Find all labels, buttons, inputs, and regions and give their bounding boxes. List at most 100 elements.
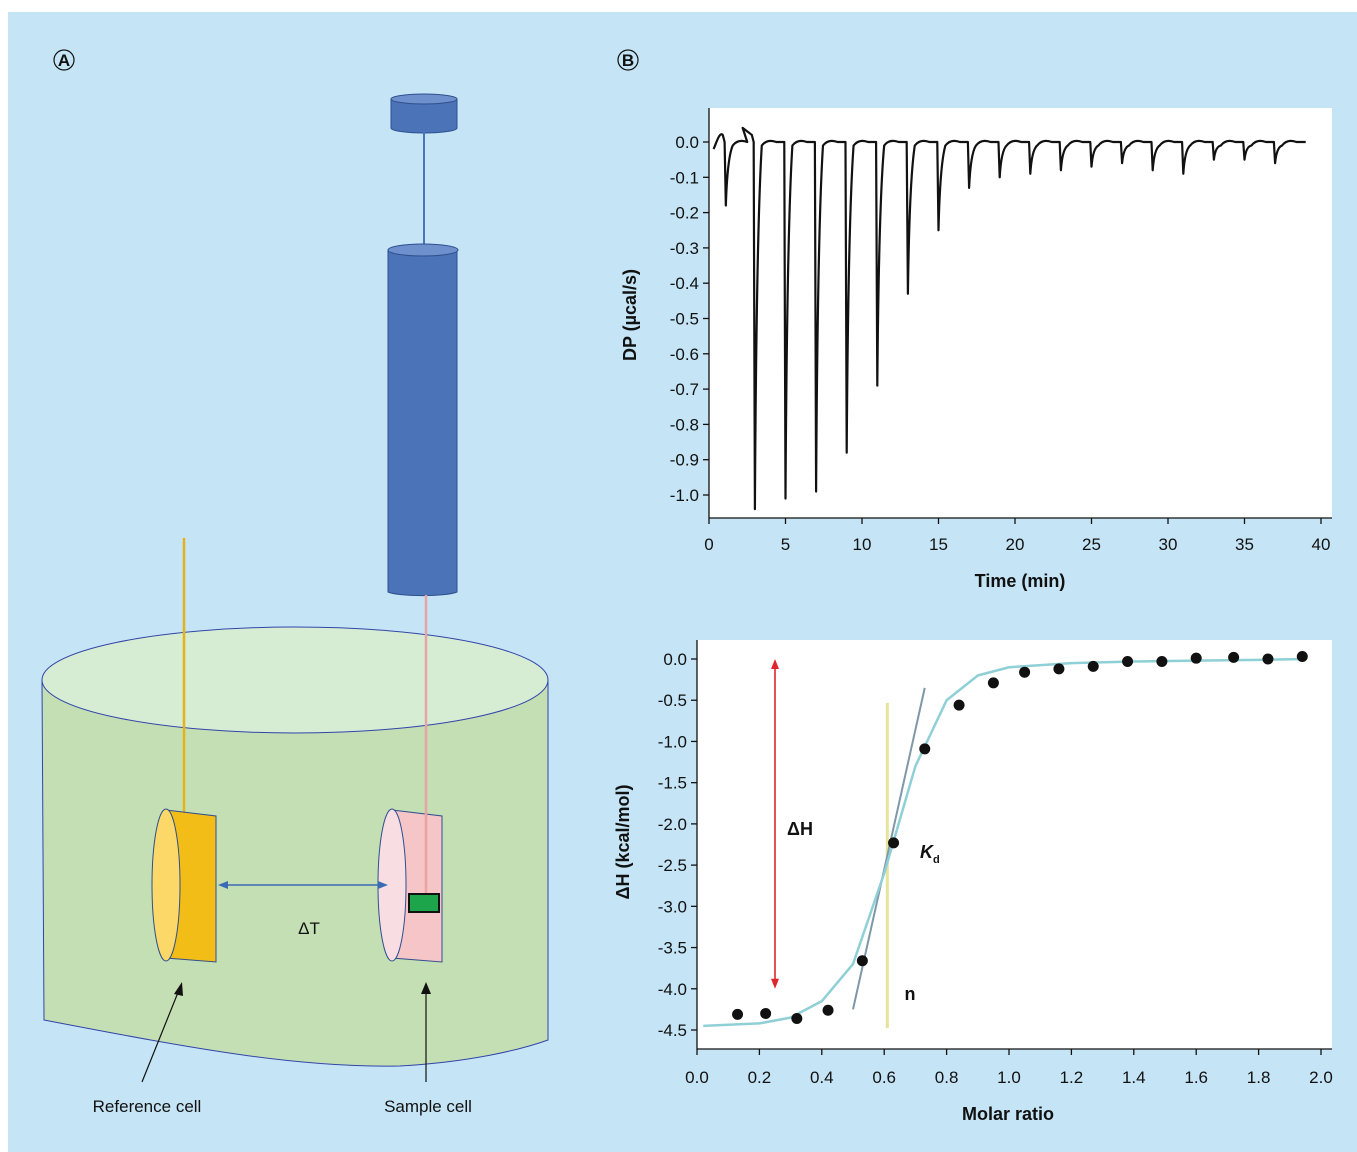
isotherm-fit — [703, 657, 1306, 1028]
isotherm-x-tick-label: 0.8 — [935, 1068, 959, 1087]
isotherm-x-tick-label: 1.0 — [997, 1068, 1021, 1087]
kd-subscript: d — [933, 854, 940, 866]
isotherm-data-point — [1296, 651, 1308, 663]
sample-cell-stirrer — [408, 893, 440, 913]
thermogram-y-tick-label: -0.2 — [670, 204, 699, 223]
thermogram-axes: 0 5 10 15 20 25 30 35 40 0.0 -0.1 -0.2 -0.3 -0.4 -0.5 -… — [670, 108, 1332, 554]
syringe-barrel — [387, 249, 458, 597]
panel-a-badge — [53, 49, 75, 71]
isotherm-y-tick-label: -4.5 — [658, 1021, 687, 1040]
thermogram-y-tick-label: -0.6 — [670, 345, 699, 364]
isotherm-data-point — [822, 1004, 834, 1016]
isotherm-data-point — [987, 677, 999, 689]
panel-b-label: B — [622, 51, 634, 70]
isotherm-y-tick-label: -4.0 — [658, 980, 687, 999]
isotherm-axes: 0.0 0.2 0.4 0.6 0.8 1.0 1.2 1.4 1.6 1.8 2.0 0.0 -0.5… — [658, 640, 1333, 1087]
isotherm-data-point — [1087, 660, 1099, 672]
isotherm-x-tick-label: 2.0 — [1309, 1068, 1333, 1087]
thermogram-x-tick-label: 5 — [781, 535, 790, 554]
thermogram-y-tick-label: -0.3 — [670, 239, 699, 258]
thermogram-x-tick-label: 20 — [1006, 535, 1025, 554]
syringe — [387, 93, 459, 597]
thermogram-x-tick-label: 15 — [929, 535, 948, 554]
reference-cell-face — [151, 808, 181, 962]
isotherm-fit-line — [703, 657, 1306, 1028]
thermogram-plot-area — [709, 108, 1332, 518]
isotherm-y-label: ΔH (kcal/mol) — [613, 785, 633, 900]
kd-annotation: Kd — [920, 842, 940, 866]
thermogram-chart: 0 5 10 15 20 25 30 35 40 0.0 -0.1 -0.2 -0.3 -0.4 -0.5 -… — [620, 108, 1332, 591]
isotherm-x-tick-label: 0.4 — [810, 1068, 834, 1087]
isotherm-y-tick-label: -1.5 — [658, 774, 687, 793]
isotherm-data-point — [1190, 652, 1202, 664]
isotherm-y-tick-label: -3.0 — [658, 897, 687, 916]
thermogram-y-tick-label: -1.0 — [670, 486, 699, 505]
thermogram-y-tick-label: -0.5 — [670, 310, 699, 329]
isotherm-y-tick-label: -1.0 — [658, 732, 687, 751]
thermogram-x-tick-label: 40 — [1312, 535, 1331, 554]
sample-cell-label: Sample cell — [384, 1097, 472, 1116]
isotherm-x-label: Molar ratio — [962, 1104, 1054, 1124]
reference-cell-pointer — [141, 982, 183, 1083]
thermogram-x-label: Time (min) — [975, 571, 1066, 591]
thermogram-x-tick-label: 10 — [853, 535, 872, 554]
isotherm-data-point — [1122, 655, 1134, 667]
jacket-top — [41, 626, 549, 734]
thermogram-x-tick-label: 25 — [1082, 535, 1101, 554]
isotherm-data-point — [732, 1008, 744, 1020]
thermogram-x-tick-label: 30 — [1159, 535, 1178, 554]
isotherm-data-point — [953, 699, 965, 711]
thermogram-y-tick-label: -0.7 — [670, 380, 699, 399]
panel-a-label: A — [58, 51, 70, 70]
delta-t-label: ΔT — [298, 919, 320, 938]
syringe-plunger-top — [390, 93, 458, 105]
isotherm-y-tick-label: 0.0 — [663, 650, 687, 669]
isotherm-y-tick-label: -2.5 — [658, 856, 687, 875]
isotherm-data-point — [856, 955, 868, 967]
thermogram-x-tick-label: 35 — [1235, 535, 1254, 554]
isotherm-x-tick-label: 1.4 — [1122, 1068, 1146, 1087]
isotherm-data-point — [1019, 666, 1031, 678]
sample-cell-pointer — [421, 982, 431, 1082]
kd-main: K — [920, 842, 935, 862]
thermogram-y-tick-label: 0.0 — [675, 133, 699, 152]
thermogram-y-tick-label: -0.4 — [670, 274, 699, 293]
calorimeter-jacket — [41, 626, 549, 1067]
delta-h-arrow-head-top — [771, 659, 779, 669]
sample-cell — [377, 808, 443, 963]
isotherm-x-tick-label: 1.8 — [1247, 1068, 1271, 1087]
delta-h-arrow-head-bottom — [771, 978, 779, 989]
kd-slope-line — [852, 687, 926, 1010]
isotherm-data-point — [888, 837, 900, 849]
isotherm-data-point — [919, 743, 931, 755]
thermogram-y-label: DP (µcal/s) — [620, 269, 640, 361]
delta-t-arrow — [218, 881, 388, 889]
isotherm-x-tick-label: 1.6 — [1184, 1068, 1208, 1087]
syringe-barrel-top — [387, 243, 459, 257]
thermogram-x-tick-label: 0 — [704, 535, 713, 554]
isotherm-data-point — [1228, 651, 1240, 663]
isotherm-data-point — [1053, 663, 1065, 675]
reference-cell — [151, 808, 217, 963]
isotherm-x-tick-label: 1.2 — [1060, 1068, 1084, 1087]
thermogram-y-tick-label: -0.9 — [670, 451, 699, 470]
isotherm-data-point — [1156, 655, 1168, 667]
thermogram-y-tick-label: -0.8 — [670, 415, 699, 434]
thermogram-trace — [712, 126, 1306, 511]
delta-h-annotation: ΔH — [787, 819, 813, 839]
reference-cell-label: Reference cell — [93, 1097, 202, 1116]
isotherm-data-point — [1262, 653, 1274, 665]
isotherm-chart: 0.0 0.2 0.4 0.6 0.8 1.0 1.2 1.4 1.6 1.8 2.0 0.0 -0.5… — [613, 640, 1333, 1124]
isotherm-y-tick-label: -0.5 — [658, 691, 687, 710]
isotherm-x-tick-label: 0.0 — [685, 1068, 709, 1087]
panel-b: B 0 5 10 15 20 25 30 35 40 0.0 -0.1 -0.2 -0.3 -0.4 -0.… — [613, 49, 1333, 1124]
panel-b-badge — [617, 49, 639, 71]
isotherm-plot-area — [697, 640, 1332, 1049]
isotherm-x-tick-label: 0.2 — [748, 1068, 772, 1087]
thermogram-y-tick-label: -0.1 — [670, 168, 699, 187]
jacket-body — [41, 679, 549, 1067]
isotherm-y-tick-label: -3.5 — [658, 939, 687, 958]
thermogram-line — [712, 126, 1306, 511]
